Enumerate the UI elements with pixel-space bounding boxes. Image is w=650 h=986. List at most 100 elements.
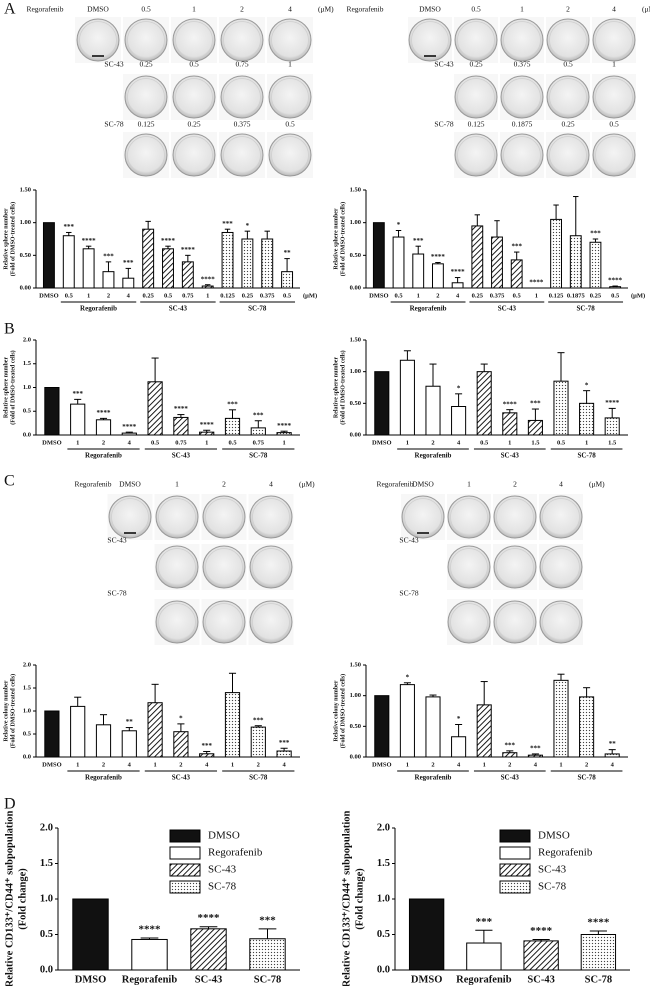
y-tick-label: 0.00	[350, 753, 361, 760]
significance: ***	[64, 223, 75, 231]
x-tick-label: 1	[508, 439, 511, 446]
y-tick-label: 0.5	[23, 730, 32, 737]
bar	[44, 387, 60, 436]
culture-dish	[592, 133, 636, 177]
bar	[147, 702, 163, 758]
x-tick-label: 0.5	[65, 292, 74, 299]
significance: ****	[530, 925, 553, 937]
significance: ****	[529, 279, 544, 287]
culture-dish	[249, 600, 293, 644]
column-label: 0.5	[189, 60, 199, 69]
culture-dish	[202, 545, 246, 589]
column-label: 0.375	[514, 60, 531, 69]
legend-label: SC-78	[208, 881, 237, 893]
column-label: DMSO	[412, 480, 434, 489]
culture-dish	[220, 18, 264, 62]
dish-rim	[542, 603, 580, 641]
x-tick-label: 0.375	[260, 292, 275, 299]
x-tick-label: SC-43	[527, 974, 554, 985]
significance: ****	[503, 400, 518, 408]
group-label: SC-43	[498, 305, 517, 313]
culture-dish	[500, 75, 544, 119]
y-axis-label: (Fold of DMSO-treated cells)	[339, 202, 346, 276]
significance: ***	[476, 916, 493, 928]
bar	[147, 381, 163, 436]
dish-rim	[205, 548, 243, 586]
bar	[121, 432, 137, 436]
bar	[399, 359, 415, 436]
significance: ****	[198, 912, 221, 924]
significance: ***	[227, 400, 238, 408]
dish-rim	[595, 136, 633, 174]
y-tick-label: 0.5	[40, 929, 53, 940]
group-label: SC-78	[577, 452, 596, 460]
significance: ****	[139, 924, 162, 936]
x-tick-label: 4	[127, 292, 131, 299]
dish-rim	[503, 136, 541, 174]
column-label: 4	[612, 5, 616, 14]
dish-rim	[411, 21, 449, 59]
y-tick-label: 2.0	[40, 822, 53, 833]
bar	[412, 253, 425, 289]
culture-dish	[155, 495, 199, 539]
dish-rim	[496, 548, 534, 586]
culture-dish	[268, 75, 312, 119]
x-tick-label: Regorafenib	[456, 974, 512, 985]
dish-rim	[111, 498, 149, 536]
y-tick-label: 2.0	[377, 822, 390, 833]
y-tick-label: 1.00	[20, 219, 31, 226]
unit-label: (μM)	[299, 480, 315, 489]
column-label: 1	[520, 5, 524, 14]
x-tick-label: 2	[102, 761, 105, 768]
significance: ***	[253, 411, 264, 419]
significance: ****	[608, 277, 623, 285]
column-label: 1	[612, 60, 616, 69]
x-tick-label: 0.25	[590, 292, 602, 299]
column-label: 0.5	[141, 5, 151, 14]
panel-label: B	[4, 321, 15, 338]
x-tick-label: 1.5	[608, 439, 617, 446]
bar	[42, 222, 55, 289]
y-axis-label: Relative colony number	[3, 680, 9, 741]
x-tick-label: 0.5	[394, 292, 403, 299]
culture-dish	[124, 18, 168, 62]
significance: ***	[222, 220, 233, 228]
bar	[70, 403, 86, 436]
bar	[425, 696, 441, 758]
dish-rim	[450, 603, 488, 641]
column-label: 0.75	[235, 60, 248, 69]
bar	[502, 752, 518, 758]
dish-rim	[457, 21, 495, 59]
x-tick-label: 0.5	[480, 439, 489, 446]
significance: ***	[530, 400, 541, 408]
significance: ****	[431, 253, 446, 261]
significance: *	[457, 384, 461, 392]
y-axis-label: (Fold of DMSO-treated cells)	[9, 202, 16, 276]
bar	[392, 236, 405, 289]
y-axis-label: Relative sphere number	[333, 208, 339, 270]
significance: ****	[201, 275, 216, 283]
x-tick-label: Regorafenib	[122, 974, 178, 985]
significance: ****	[97, 409, 112, 417]
group-label: SC-43	[172, 774, 191, 782]
x-tick-label: 1	[153, 761, 156, 768]
significance: ***	[103, 252, 114, 260]
y-axis-label: (Fold of DMSO-treated cells)	[9, 350, 16, 424]
row-label: Regorafenib	[26, 5, 63, 14]
column-label: 2	[222, 480, 226, 489]
y-tick-label: 0.0	[23, 753, 31, 760]
dish-rim	[223, 21, 261, 59]
bar	[190, 928, 227, 971]
bar	[276, 750, 292, 758]
legend-swatch	[499, 863, 531, 877]
significance: ****	[200, 421, 215, 429]
bar	[241, 238, 254, 289]
y-tick-label: 1.50	[350, 661, 361, 668]
y-axis-label: Relative colony number	[333, 680, 339, 741]
legend-label: SC-43	[208, 864, 237, 876]
column-label: 0.125	[468, 120, 485, 129]
group-label: SC-43	[172, 452, 191, 460]
dish-rim	[549, 136, 587, 174]
culture-dish	[592, 18, 636, 62]
column-label: 1	[192, 5, 196, 14]
